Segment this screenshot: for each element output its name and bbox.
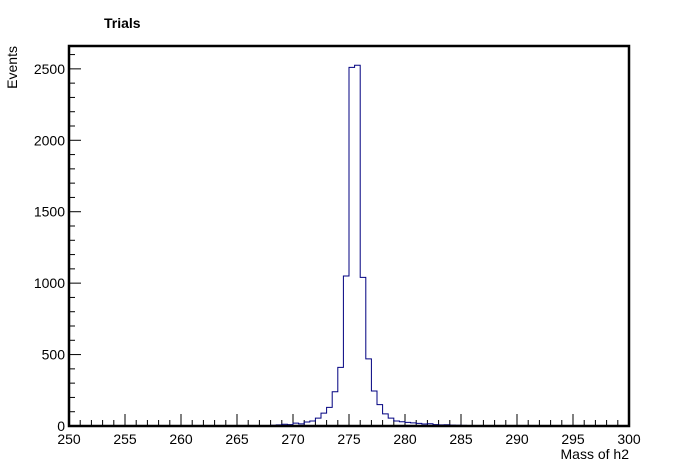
chart-title: Trials	[104, 15, 141, 31]
histogram-outline	[69, 64, 629, 427]
histogram-bars	[248, 65, 506, 426]
y-tick-label: 1000	[34, 275, 65, 291]
x-tick-label: 300	[617, 431, 641, 447]
y-tick-labels: 0 500 1000 1500 2000 2500	[34, 61, 65, 434]
histogram-bin	[349, 67, 355, 426]
plot-frame	[67, 44, 631, 428]
histogram-bin	[371, 391, 377, 426]
y-tick-label: 2000	[34, 132, 65, 148]
x-tick-label: 250	[57, 431, 81, 447]
histogram-bin	[383, 414, 389, 426]
histogram-bin	[377, 405, 383, 426]
histogram-bin	[355, 65, 361, 426]
histogram-bin	[327, 407, 333, 426]
y-tick-label: 0	[57, 418, 65, 434]
x-tick-label: 285	[449, 431, 473, 447]
y-tick-label: 500	[42, 347, 66, 363]
histogram-bin	[366, 359, 372, 426]
y-axis-title: Events	[4, 46, 20, 89]
histogram-bin	[338, 367, 344, 426]
x-tick-label: 290	[505, 431, 529, 447]
x-tick-label: 260	[169, 431, 193, 447]
minor-ticks	[69, 54, 619, 426]
y-tick-label: 2500	[34, 61, 65, 77]
x-tick-label: 280	[393, 431, 417, 447]
y-tick-label: 1500	[34, 204, 65, 220]
x-tick-labels: 250 255 260 265 270 275 280 285 290 295 300	[57, 431, 641, 447]
x-tick-label: 270	[281, 431, 305, 447]
x-tick-label: 275	[337, 431, 361, 447]
histogram-bin	[332, 392, 338, 426]
histogram-bin	[321, 413, 327, 426]
x-tick-label: 265	[225, 431, 249, 447]
x-tick-label: 295	[561, 431, 585, 447]
x-tick-label: 255	[113, 431, 137, 447]
x-axis-title: Mass of h2	[561, 446, 630, 462]
histogram-bin	[343, 276, 349, 426]
histogram-bin	[360, 277, 366, 426]
